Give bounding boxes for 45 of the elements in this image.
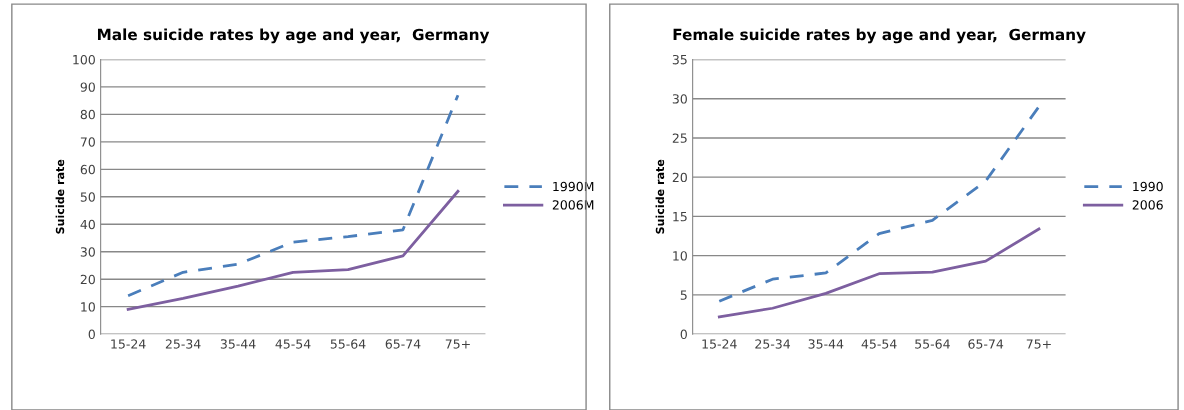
x-tick-label: 25-34 <box>755 339 791 349</box>
chart-title: Female suicide rates by age and year, Germany <box>673 28 1086 44</box>
x-tick-label: 55-64 <box>915 339 950 349</box>
y-tick-label: 100 <box>73 54 95 65</box>
x-tick-label: 45-54 <box>861 339 897 349</box>
y-tick-label: 40 <box>80 219 95 230</box>
y-tick-label: 0 <box>680 329 687 340</box>
line-series <box>126 189 460 311</box>
chart-title: Male suicide rates by age and year, Germany <box>97 28 490 44</box>
x-tick-label: 55-64 <box>330 339 366 349</box>
y-tick-label: 80 <box>80 109 95 120</box>
x-tick-label: 65-74 <box>968 339 1004 349</box>
y-tick-label: 10 <box>673 251 687 261</box>
legend-label: 1990M <box>553 181 594 192</box>
y-tick-label: 70 <box>80 137 95 147</box>
line-series <box>126 93 460 298</box>
legend-label: 2006M <box>552 200 594 210</box>
x-tick-label: 45-54 <box>275 339 311 349</box>
y-tick-label: 0 <box>88 329 95 340</box>
x-tick-label: 15-24 <box>702 339 737 349</box>
y-tick-label: 15 <box>673 212 687 222</box>
y-axis-title: Suicide rate <box>655 159 665 234</box>
x-tick-label: 15-24 <box>111 339 146 349</box>
line-series <box>717 227 1041 319</box>
x-tick-label: 75+ <box>445 339 470 349</box>
x-tick-label: 65-74 <box>385 339 421 349</box>
line-series <box>717 105 1041 303</box>
y-tick-label: 35 <box>672 54 687 65</box>
y-tick-label: 10 <box>81 302 95 312</box>
y-tick-label: 20 <box>672 172 687 183</box>
y-tick-label: 90 <box>80 82 95 92</box>
y-tick-label: 20 <box>80 274 95 285</box>
x-tick-label: 35-44 <box>808 339 844 349</box>
y-tick-label: 25 <box>672 133 687 143</box>
y-tick-label: 50 <box>80 192 95 202</box>
y-tick-label: 5 <box>680 290 687 300</box>
x-tick-label: 35-44 <box>220 339 256 349</box>
legend-label: 1990 <box>1133 181 1163 192</box>
x-tick-label: 25-34 <box>165 339 201 349</box>
y-axis-title: Suicide rate <box>55 159 65 234</box>
legend-label: 2006 <box>1132 200 1163 210</box>
x-tick-label: 75+ <box>1026 339 1051 349</box>
y-tick-label: 30 <box>672 94 687 104</box>
y-tick-label: 60 <box>80 164 95 175</box>
y-tick-label: 30 <box>80 247 95 257</box>
